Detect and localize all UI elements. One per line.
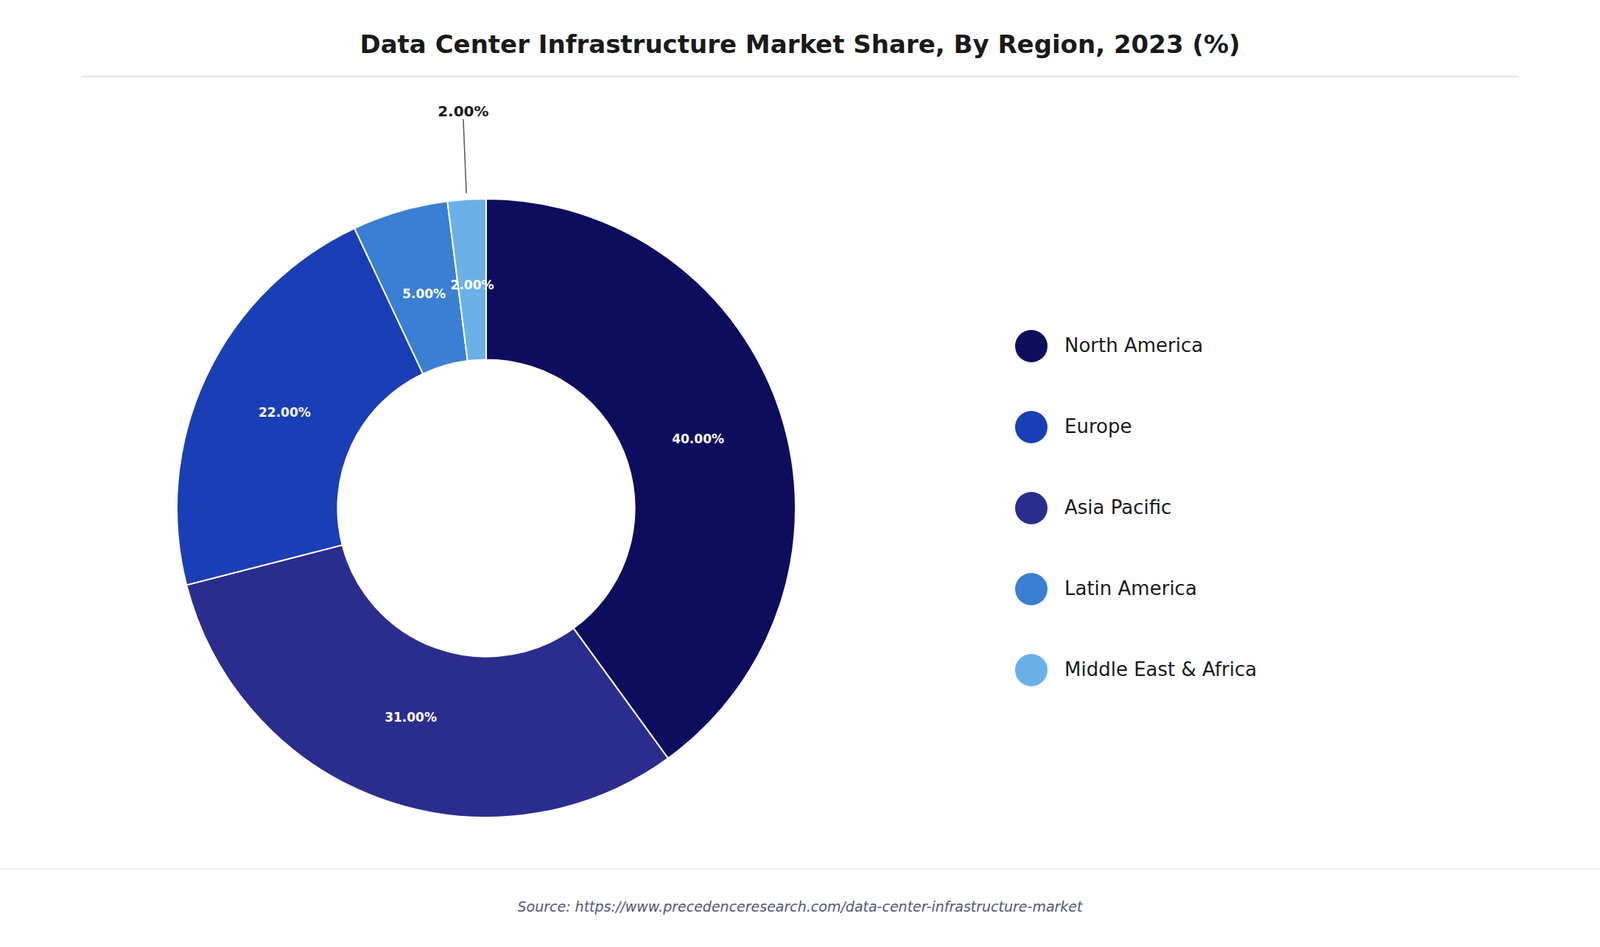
data-label: 5.00% (402, 286, 446, 302)
slices (176, 198, 796, 818)
legend-swatch (1015, 573, 1048, 606)
data-labels: 40.00% 31.00% 22.00% 5.00%2.00% (258, 277, 725, 725)
annotation: 2.00% (437, 102, 489, 121)
data-label: 40.00% (671, 431, 725, 447)
legend-swatch (1015, 330, 1048, 363)
annotations: 2.00% (437, 102, 489, 194)
source-rule (0, 869, 1600, 870)
title: Data Center Infrastructure Market Share,… (359, 29, 1240, 59)
source: Source: https://www.precedenceresearch.c… (517, 898, 1084, 915)
slice (186, 545, 669, 818)
legend-label: Europe (1064, 415, 1132, 438)
legend-swatch (1015, 492, 1048, 525)
chart: Data Center Infrastructure Market Share,… (0, 0, 1600, 947)
legend-label: Middle East & Africa (1064, 658, 1257, 681)
legend-swatch (1015, 411, 1048, 444)
annotation-line (463, 119, 467, 194)
legend-swatch (1015, 654, 1048, 687)
legend-label: Latin America (1064, 577, 1198, 600)
legend-label: Asia Pacific (1064, 496, 1172, 519)
data-label: 2.00% (450, 277, 495, 293)
title-rule (81, 75, 1519, 78)
legend: North America Europe Asia Pacific Latin Ame… (1015, 330, 1257, 687)
data-label: 22.00% (258, 405, 311, 420)
legend-label: North America (1064, 334, 1203, 357)
data-label: 31.00% (384, 710, 437, 725)
